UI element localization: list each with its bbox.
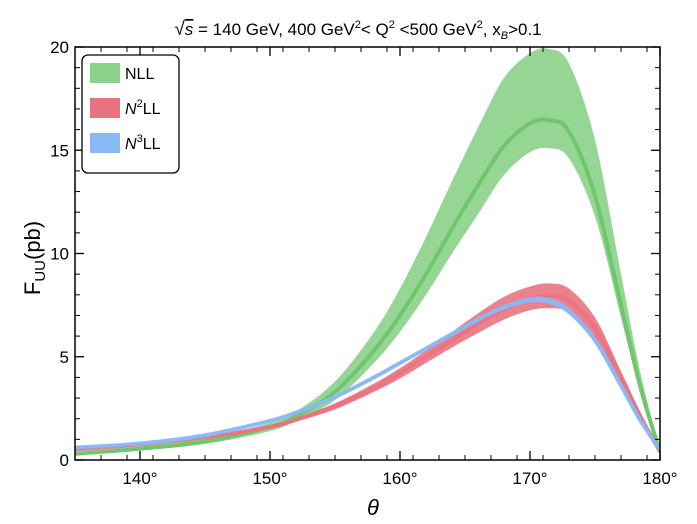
band-n3ll: [75, 296, 660, 451]
y-tick-label: 20: [50, 38, 69, 57]
x-tick-label: 140°: [122, 469, 157, 488]
chart-title: √s = 140 GeV, 400 GeV2< Q2 <500 GeV2, xB…: [174, 19, 541, 42]
legend-label-n2ll: N2LL: [125, 98, 161, 118]
y-axis-label: FUU(pb): [20, 221, 49, 295]
y-tick-label: 10: [50, 245, 69, 264]
title-sup3: 2: [477, 19, 483, 31]
series-bands: [75, 48, 660, 456]
x-axis: 140° 150° 160° 170° 180°: [74, 47, 678, 488]
line-n2ll: [75, 293, 660, 453]
legend-swatch-nll: [90, 63, 120, 83]
legend-swatch-n3ll: [90, 133, 120, 153]
legend-label-nll: NLL: [125, 66, 154, 83]
x-tick-label: 160°: [382, 469, 417, 488]
title-comma: , x: [483, 20, 501, 39]
y-tick-label: 0: [60, 451, 69, 470]
y-axis: 0 5 10 15 20: [50, 38, 660, 470]
y-axis-label-tail: (pb): [20, 221, 45, 260]
title-energy: = 140 GeV, 400 GeV: [193, 20, 355, 39]
title-root: √: [174, 19, 185, 40]
x-tick-label: 170°: [512, 469, 547, 488]
y-tick-label: 5: [60, 348, 69, 367]
title-mid: < Q: [361, 20, 389, 39]
legend-label-n3ll: N3LL: [125, 133, 161, 153]
title-sup2: 2: [389, 19, 395, 31]
y-tick-label: 15: [50, 141, 69, 160]
y-axis-label-main: F: [20, 282, 45, 295]
legend: NLL N2LL N3LL: [81, 54, 180, 174]
x-axis-label: θ: [367, 495, 379, 520]
legend-swatch-n2ll: [90, 98, 120, 118]
x-tick-label: 180°: [642, 469, 677, 488]
title-sup1: 2: [355, 19, 361, 31]
line-n3ll: [75, 297, 660, 451]
x-tick-label: 150°: [252, 469, 287, 488]
y-axis-label-sub: UU: [32, 260, 49, 282]
title-sub: B: [501, 30, 508, 42]
band-nll: [75, 48, 660, 456]
title-tail: >0.1: [508, 20, 542, 39]
title-mid2: <500 GeV: [395, 20, 477, 39]
title-s: s: [185, 20, 194, 39]
